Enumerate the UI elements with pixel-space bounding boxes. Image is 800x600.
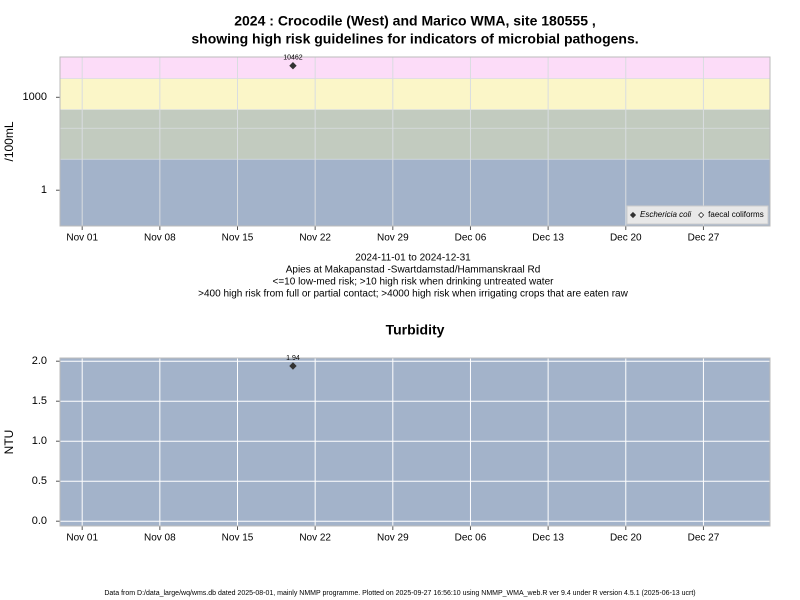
chart-title: Turbidity: [386, 322, 445, 338]
data-point: [289, 62, 297, 70]
x-tick-label: Dec 20: [610, 533, 642, 544]
x-tick-label: Nov 01: [66, 233, 98, 244]
risk-band: [60, 109, 770, 129]
x-tick-label: Nov 08: [144, 533, 176, 544]
y-axis-label: NTU: [2, 430, 16, 455]
x-tick-label: Dec 13: [532, 533, 564, 544]
x-tick-label: Dec 27: [688, 533, 720, 544]
legend-marker: [698, 211, 705, 219]
chart-title: 2024 : Crocodile (West) and Marico WMA, …: [234, 13, 596, 29]
risk-band: [60, 128, 770, 160]
chart-title: showing high risk guidelines for indicat…: [191, 31, 638, 47]
risk-band: [60, 78, 770, 110]
x-tick-label: Dec 20: [610, 233, 642, 244]
plot-frame: [59, 357, 771, 527]
y-tick-label: 1: [41, 184, 47, 196]
chart-note: Apies at Makapanstad -Swartdamstad/Hamma…: [286, 265, 541, 276]
legend-marker: [629, 211, 637, 219]
y-tick-label: 1000: [23, 91, 47, 103]
y-tick-label: 1.0: [32, 435, 47, 447]
chart-note: >400 high risk from full or partial cont…: [198, 289, 628, 300]
risk-band: [60, 57, 770, 79]
y-tick-label: 1.5: [32, 395, 47, 407]
y-tick-label: 2.0: [32, 355, 47, 367]
x-tick-label: Dec 13: [532, 233, 564, 244]
x-tick-label: Nov 29: [377, 533, 409, 544]
value-label: 10462: [283, 55, 303, 62]
chart-note: 2024-11-01 to 2024-12-31: [355, 253, 471, 264]
footer: Data from D:/data_large/wq/wms.db dated …: [104, 590, 695, 597]
x-tick-label: Nov 08: [144, 233, 176, 244]
x-tick-label: Dec 27: [688, 233, 720, 244]
x-tick-label: Nov 29: [377, 233, 409, 244]
x-tick-label: Dec 06: [455, 533, 487, 544]
legend-label: Eschericia coli: [640, 210, 691, 219]
x-tick-label: Nov 22: [299, 233, 331, 244]
legend-label: faecal coliforms: [708, 210, 764, 219]
data-point: [289, 362, 297, 370]
x-tick-label: Nov 22: [299, 533, 331, 544]
value-label: 1.94: [286, 355, 300, 362]
x-tick-label: Nov 01: [66, 533, 98, 544]
x-tick-label: Nov 15: [222, 233, 254, 244]
x-tick-label: Nov 15: [222, 533, 254, 544]
plot-background: [60, 358, 770, 526]
y-tick-label: 0.5: [32, 475, 47, 487]
legend-box: [626, 205, 769, 225]
x-tick-label: Dec 06: [455, 233, 487, 244]
plot-frame: [59, 56, 771, 227]
chart-note: <=10 low-med risk; >10 high risk when dr…: [273, 277, 555, 288]
y-tick-label: 0.0: [32, 515, 47, 527]
y-axis-label: /100mL: [2, 121, 16, 161]
